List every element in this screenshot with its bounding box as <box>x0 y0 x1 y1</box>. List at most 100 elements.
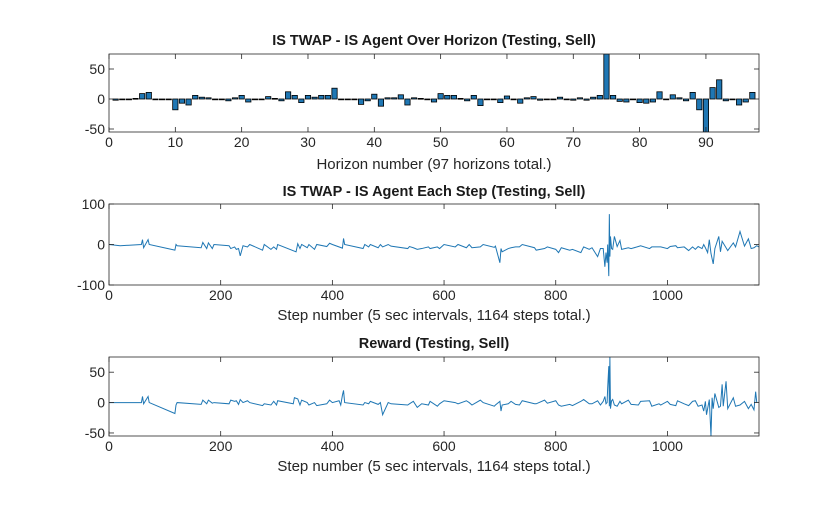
y-tick-label: -50 <box>85 121 105 137</box>
bar <box>384 97 391 100</box>
x-tick-label: 60 <box>499 134 515 150</box>
axes-box <box>108 53 760 133</box>
bar <box>324 95 331 100</box>
x-tick-label: 0 <box>105 438 113 454</box>
bar <box>331 87 338 100</box>
bar <box>629 98 637 101</box>
x-tick-label: 400 <box>321 438 345 454</box>
bar <box>736 98 743 106</box>
bar <box>172 98 179 111</box>
bar <box>517 98 524 104</box>
bar <box>139 93 146 100</box>
bar <box>192 95 199 100</box>
bar <box>749 92 756 100</box>
bar <box>444 95 451 100</box>
bar <box>411 97 418 100</box>
bar <box>417 98 424 100</box>
bar <box>457 98 464 100</box>
bar <box>112 98 119 101</box>
bar <box>245 98 252 103</box>
data-series <box>112 54 756 132</box>
bar <box>397 94 404 100</box>
bar <box>583 98 590 101</box>
bar <box>689 92 696 100</box>
bar <box>722 98 729 102</box>
bar <box>490 98 497 101</box>
bar <box>550 98 557 101</box>
bar <box>152 98 159 101</box>
bar <box>643 98 650 104</box>
x-tick-label: 400 <box>321 287 345 303</box>
bar <box>424 98 431 101</box>
bar <box>291 95 298 100</box>
x-tick-label: 1000 <box>652 287 683 303</box>
bar <box>132 98 139 100</box>
x-tick-label: 90 <box>698 134 714 150</box>
y-tick-label: 50 <box>89 364 105 380</box>
bar <box>125 98 132 101</box>
bar <box>231 97 239 100</box>
data-series <box>109 357 758 436</box>
bar <box>238 95 245 100</box>
bar <box>636 98 643 103</box>
y-tick-label: 0 <box>97 91 105 107</box>
bar <box>742 98 749 103</box>
bar <box>616 98 623 102</box>
bar <box>205 97 212 100</box>
x-axis-label: Step number (5 sec intervals, 1164 steps… <box>277 458 590 475</box>
bar <box>556 96 564 100</box>
bar <box>298 98 305 103</box>
bar <box>450 95 457 100</box>
bar <box>477 98 484 106</box>
data-series <box>109 214 759 277</box>
x-tick-label: 50 <box>433 134 449 150</box>
bar <box>344 98 351 101</box>
bar <box>377 98 385 107</box>
bar <box>437 93 444 100</box>
bar <box>702 98 709 132</box>
chart-title: IS TWAP - IS Agent Each Step (Testing, S… <box>283 184 586 200</box>
y-tick-label: -100 <box>77 277 105 293</box>
x-tick-label: 0 <box>105 134 113 150</box>
bar <box>676 97 683 100</box>
bar <box>218 98 225 101</box>
bar <box>285 91 292 100</box>
line-chart-each-step-panel: IS TWAP - IS Agent Each Step (Testing, S… <box>77 184 760 324</box>
x-tick-label: 10 <box>168 134 184 150</box>
bar <box>523 97 530 100</box>
x-axis-label: Step number (5 sec intervals, 1164 steps… <box>277 307 590 324</box>
chart-title: Reward (Testing, Sell) <box>359 336 510 352</box>
bar <box>537 98 544 101</box>
bar <box>258 98 265 101</box>
x-tick-label: 1000 <box>652 438 683 454</box>
bar <box>503 95 511 100</box>
bar <box>351 98 358 101</box>
x-tick-label: 20 <box>234 134 250 150</box>
bar <box>570 98 577 101</box>
x-tick-label: 600 <box>432 438 456 454</box>
x-tick-label: 200 <box>209 287 233 303</box>
series-line <box>109 214 759 277</box>
bar <box>729 98 736 101</box>
x-tick-label: 80 <box>632 134 648 150</box>
bar <box>669 94 676 100</box>
x-tick-label: 800 <box>544 438 568 454</box>
bar <box>709 87 716 100</box>
x-tick-label: 600 <box>432 287 456 303</box>
bar <box>470 95 477 100</box>
bar <box>696 98 703 111</box>
bar <box>271 98 278 100</box>
bar <box>265 96 272 100</box>
bar <box>510 98 517 101</box>
bar <box>649 98 656 103</box>
x-tick-label: 70 <box>565 134 581 150</box>
bar <box>119 98 126 101</box>
bar <box>304 95 312 100</box>
x-axis-label: Horizon number (97 horizons total.) <box>316 156 551 173</box>
bar <box>311 96 318 100</box>
bar <box>364 98 371 102</box>
